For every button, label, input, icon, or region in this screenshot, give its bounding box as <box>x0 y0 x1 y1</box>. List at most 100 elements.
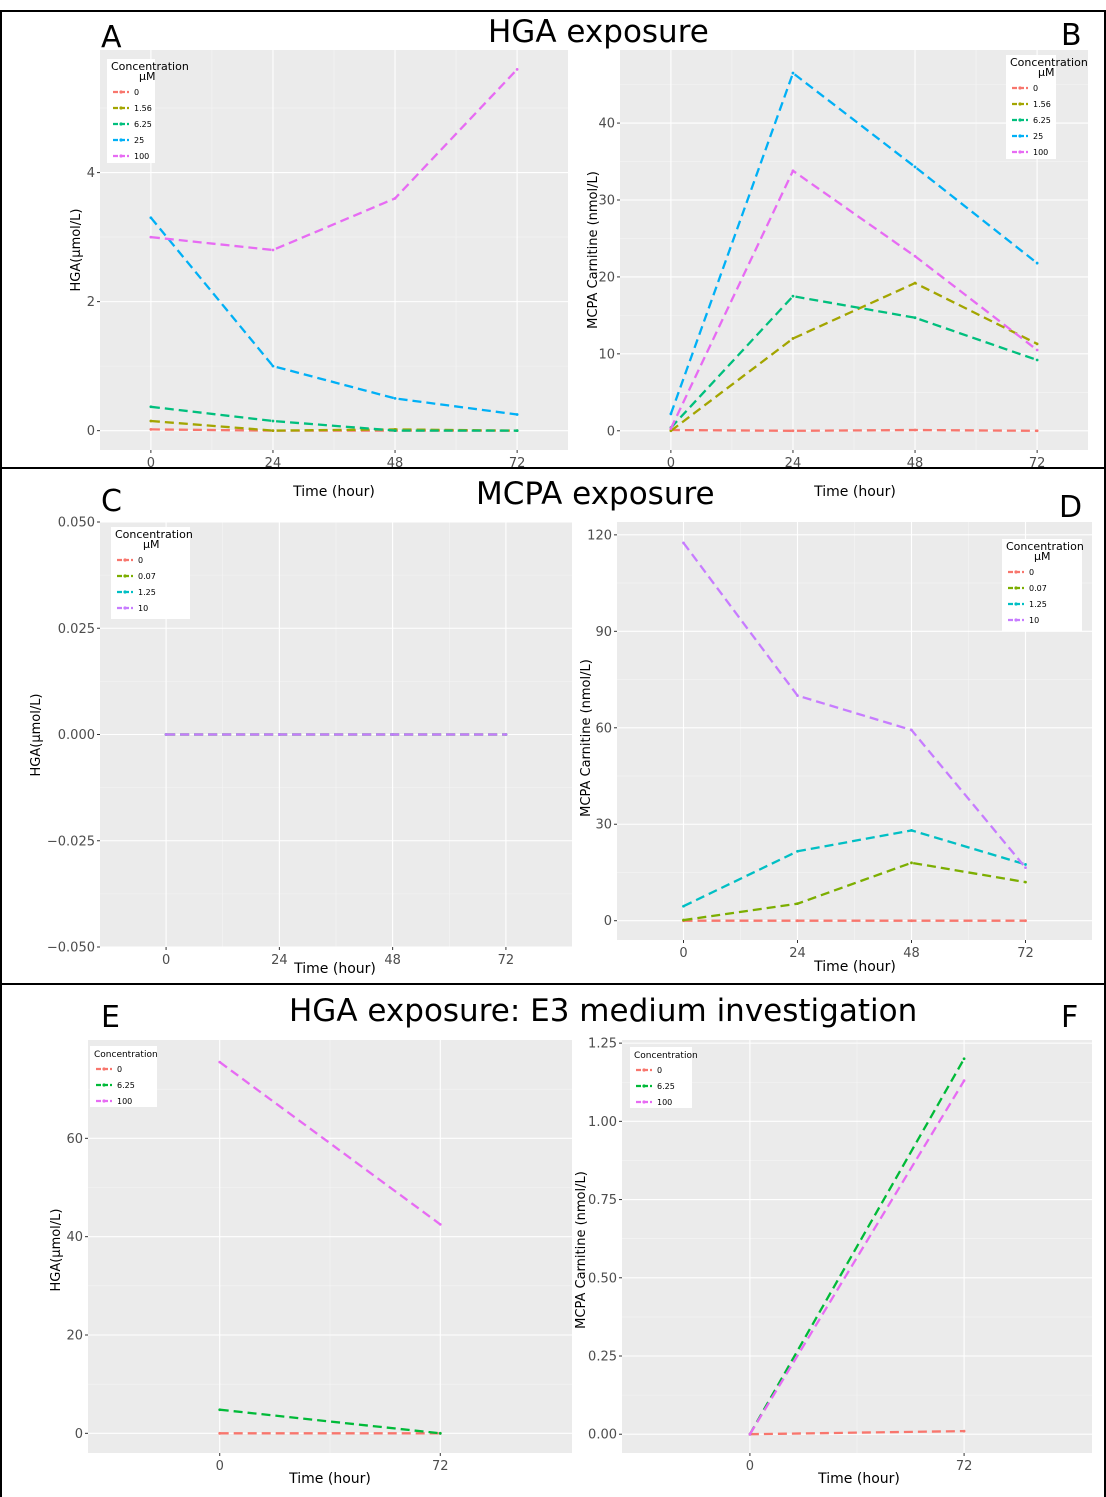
x-axis-label: Time (hour) <box>813 959 896 975</box>
data-point <box>682 904 685 908</box>
legend-label: 25 <box>134 136 144 145</box>
legend-label: 100 <box>1033 148 1048 157</box>
frame-right <box>1104 10 1106 1497</box>
section-divider-2 <box>0 983 1106 985</box>
data-point <box>669 427 673 430</box>
data-point <box>149 216 153 220</box>
legend-title: Concentration <box>94 1050 158 1060</box>
data-point <box>218 1408 222 1412</box>
x-tick-label: 48 <box>903 946 920 961</box>
y-tick-label: 1.00 <box>588 1115 617 1130</box>
legend-key-dot <box>102 1067 106 1071</box>
legend-label: 0 <box>138 556 143 565</box>
data-point <box>1035 261 1039 265</box>
data-point <box>791 294 795 298</box>
legend-label: 6.25 <box>1033 116 1051 125</box>
data-point <box>393 196 397 200</box>
series-line-1_56 <box>670 281 1038 432</box>
legend-title-unit: µM <box>139 70 156 83</box>
legend-key-dot <box>123 590 127 594</box>
data-point <box>149 427 153 431</box>
x-tick-label: 24 <box>789 946 806 961</box>
data-point <box>1024 863 1027 866</box>
x-tick-label: 0 <box>147 456 155 471</box>
x-axis-label: Time (hour) <box>813 484 896 500</box>
legend-label: 0 <box>657 1066 662 1075</box>
data-point <box>962 1079 966 1083</box>
y-tick-label: 40 <box>66 1230 83 1245</box>
data-point <box>1024 866 1027 870</box>
x-tick-label: 72 <box>498 953 515 968</box>
chart-panel-e: 0 20 40 60 0 72 Time (hour) HGA(µmol/L) Concentr… <box>49 1040 572 1487</box>
data-point <box>913 316 917 320</box>
y-tick-label: 20 <box>598 270 615 285</box>
legend-key-dot <box>1014 586 1018 590</box>
data-point <box>218 1060 222 1064</box>
legend-key-dot <box>1014 570 1018 574</box>
legend-title: Concentration <box>1010 56 1088 69</box>
legend-key-dot <box>1018 86 1022 90</box>
legend-label: 0.07 <box>1029 584 1047 593</box>
legend-key-dot <box>642 1068 646 1072</box>
section-title-hga-exposure: HGA exposure <box>488 14 709 50</box>
data-point <box>669 412 673 416</box>
series-line-0 <box>670 428 1038 432</box>
panel-letter-b: B <box>1061 18 1082 53</box>
legend: Concentration 0 6.25 100 <box>630 1047 698 1108</box>
data-point <box>277 733 281 736</box>
y-tick-label: 0.50 <box>588 1271 617 1286</box>
data-point <box>164 733 168 736</box>
legend-key-dot <box>119 106 123 110</box>
x-tick-label: 24 <box>271 953 288 968</box>
y-tick-label: 2 <box>87 295 95 310</box>
data-point <box>791 429 795 433</box>
series-line-100 <box>150 68 518 252</box>
data-point <box>149 419 153 423</box>
data-point <box>391 733 395 736</box>
data-point <box>515 413 519 416</box>
y-tick-label: 40 <box>598 117 615 132</box>
panel-letter-a: A <box>101 20 122 55</box>
y-tick-label: 0 <box>607 424 615 439</box>
legend-key-dot <box>123 558 127 562</box>
y-tick-label: 120 <box>587 528 612 543</box>
series-line-1_25 <box>683 829 1026 908</box>
data-point <box>149 235 153 239</box>
data-point <box>910 919 913 923</box>
data-point <box>791 169 795 173</box>
data-point <box>913 281 917 285</box>
panel-letter-d: D <box>1059 490 1083 525</box>
legend-box <box>1006 55 1056 159</box>
legend-label: 100 <box>134 152 149 161</box>
data-point <box>271 429 275 433</box>
data-point <box>1024 880 1027 884</box>
data-point <box>271 419 275 423</box>
x-axis-label: Time (hour) <box>817 1471 900 1487</box>
legend-label: 1.56 <box>1033 100 1051 109</box>
y-tick-label: 0.00 <box>588 1428 617 1443</box>
section-title-mcpa-exposure: MCPA exposure <box>476 476 715 512</box>
legend-key-dot <box>642 1084 646 1088</box>
legend-label: 0 <box>117 1065 122 1074</box>
x-tick-label: 0 <box>162 953 170 968</box>
data-point <box>1035 348 1039 352</box>
legend-key-dot <box>123 574 127 578</box>
data-point <box>962 1429 966 1433</box>
legend-title: Concentration <box>111 60 189 73</box>
data-point <box>910 728 913 732</box>
data-point <box>796 902 799 906</box>
y-axis-label: MCPA Carnitine (nmol/L) <box>579 659 594 817</box>
y-tick-label: 0.025 <box>58 622 95 637</box>
data-point <box>271 248 275 252</box>
legend-box <box>107 59 155 163</box>
legend-box <box>630 1047 692 1108</box>
y-tick-label: 4 <box>87 166 95 181</box>
legend-title: Concentration <box>1006 540 1084 553</box>
series-line-100 <box>219 1061 441 1226</box>
panel-letter-e: E <box>101 1000 120 1035</box>
data-point <box>913 165 917 169</box>
frame-top <box>0 10 1106 12</box>
legend-title-unit: µM <box>1034 550 1051 563</box>
